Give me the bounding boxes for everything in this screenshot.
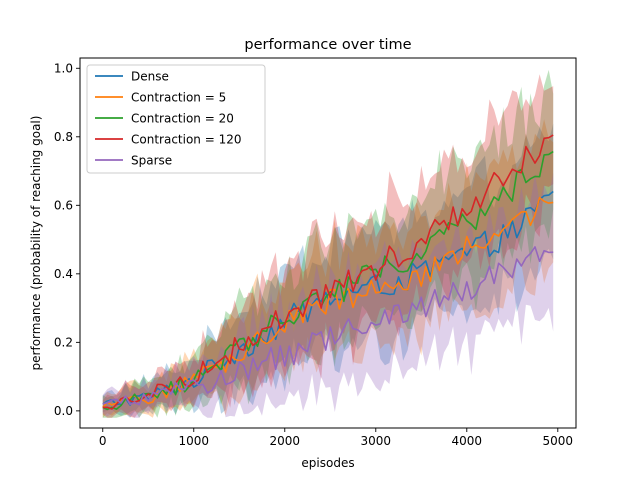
x-tick-label: 3000 [361, 434, 392, 448]
band-1 [102, 119, 554, 418]
band-0 [102, 123, 554, 418]
y-tick-label: 0.0 [54, 404, 73, 418]
x-tick-label: 2000 [269, 434, 300, 448]
legend-label: Contraction = 5 [131, 91, 226, 105]
y-tick-label: 1.0 [54, 61, 73, 75]
x-tick-label: 5000 [543, 434, 574, 448]
y-tick-label: 0.2 [54, 335, 73, 349]
x-tick-label: 1000 [178, 434, 209, 448]
x-axis-label: episodes [301, 456, 354, 470]
y-axis-label: performance (probability of reaching goa… [29, 116, 43, 371]
legend-box [86, 64, 266, 174]
legend: Dense Contraction = 5 Contraction = 20 Cont… [86, 64, 266, 174]
y-tick-label: 0.4 [54, 267, 73, 281]
series-line-3 [102, 134, 554, 410]
x-tick-label: 4000 [452, 434, 483, 448]
legend-label: Contraction = 20 [131, 112, 234, 126]
x-axis-ticks: 0 1000 2000 3000 4000 5000 [99, 428, 573, 448]
legend-label: Sparse [131, 154, 172, 168]
band-3 [102, 74, 554, 418]
chart-title: performance over time [244, 37, 411, 53]
x-tick-label: 0 [99, 434, 107, 448]
legend-label: Dense [131, 70, 169, 84]
band-2 [102, 69, 554, 418]
plot-frame [79, 57, 577, 429]
y-tick-label: 0.8 [54, 130, 73, 144]
y-tick-label: 0.6 [54, 198, 73, 212]
series-lines [102, 134, 554, 411]
legend-label: Contraction = 120 [131, 133, 242, 147]
y-axis-ticks: 0.0 0.2 0.4 0.6 0.8 1.0 [54, 61, 80, 418]
series-line-4 [102, 246, 554, 406]
